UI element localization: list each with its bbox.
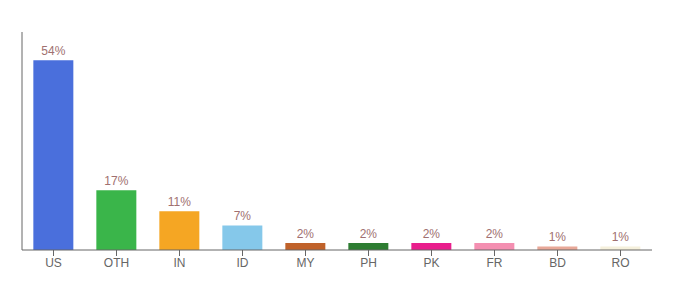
svg-text:FR: FR xyxy=(487,256,503,270)
svg-text:PH: PH xyxy=(360,256,377,270)
svg-text:7%: 7% xyxy=(234,209,252,223)
svg-text:54%: 54% xyxy=(41,44,65,58)
svg-text:1%: 1% xyxy=(549,230,567,244)
svg-text:BD: BD xyxy=(549,256,566,270)
svg-text:RO: RO xyxy=(612,256,630,270)
svg-text:ID: ID xyxy=(237,256,249,270)
svg-text:2%: 2% xyxy=(423,227,441,241)
svg-text:11%: 11% xyxy=(168,195,191,209)
svg-text:2%: 2% xyxy=(297,227,315,241)
svg-text:IN: IN xyxy=(174,256,186,270)
svg-text:17%: 17% xyxy=(104,174,128,188)
svg-text:2%: 2% xyxy=(360,227,378,241)
svg-text:OTH: OTH xyxy=(104,256,129,270)
svg-text:MY: MY xyxy=(297,256,315,270)
svg-text:1%: 1% xyxy=(612,230,630,244)
svg-text:2%: 2% xyxy=(486,227,504,241)
svg-text:PK: PK xyxy=(423,256,439,270)
svg-text:US: US xyxy=(45,256,62,270)
